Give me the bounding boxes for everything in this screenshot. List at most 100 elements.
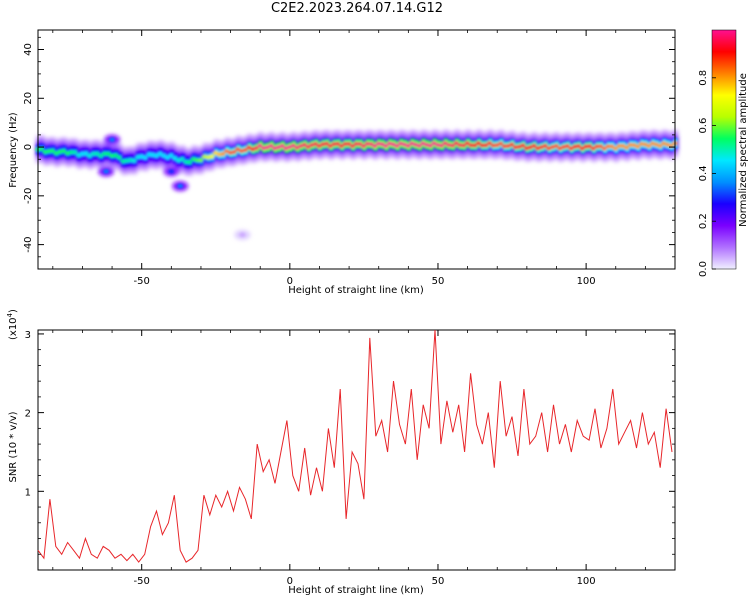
spectrogram-peak-cell [553,143,560,148]
spectrogram-peak-cell [438,143,445,148]
spectrogram-x-tick-label: 100 [577,276,596,287]
spectrogram-peak-cell [475,141,482,146]
spectrogram-frame [37,29,676,270]
spectrogram-peak-cell [598,144,604,149]
snr-y-tick-label: 3 [25,330,31,341]
spectrogram-peak-cell [520,143,526,148]
spectrogram-peak-cell [72,150,78,155]
spectrogram-peak-cell [209,154,215,159]
spectrogram-y-tick-label: 20 [23,92,34,105]
spectrogram-x-tick-label: -50 [134,276,150,287]
spectrogram-peak-cell [198,158,204,163]
spectrogram-peak-cell [172,156,178,161]
spectrogram-feature-core [109,137,116,142]
spectrogram-peak-cell [394,143,401,148]
snr-multiplier-exponent: 4 [6,312,14,317]
spectrogram-peak-cell [312,141,319,146]
spectrogram-peak-cell [116,155,123,160]
snr-panel: -50 0 50 100 1 2 3 Height of straight line (k… [6,309,676,596]
spectrogram-peak-cell [405,143,412,148]
colorbar-tick-label: 0.6 [698,118,709,134]
spectrogram-peak-cell [487,141,493,146]
snr-y-tick-label: 2 [25,409,31,420]
spectrogram-peak-cell [279,143,286,148]
spectrogram-y-tick-label: -40 [23,236,34,252]
spectrogram-peak-cell [509,142,515,147]
spectrogram-peak-cell [131,158,138,163]
spectrogram-x-tick-label: 0 [287,276,293,287]
snr-multiplier-base: (x10 [8,317,19,340]
spectrogram-peak-cell [349,144,356,149]
spectrogram-peak-cell [257,143,264,148]
spectrogram-peak-cell [83,151,89,156]
colorbar-frame [711,29,737,270]
spectrogram-peak-cell [657,143,663,148]
spectrogram-peak-cell [168,153,175,158]
spectrogram-peak-cell [531,143,538,148]
spectrogram-peak-cell [461,143,467,148]
snr-x-axis: -50 0 50 100 [52,330,676,587]
spectrogram-peak-cell [142,155,149,160]
spectrogram-peak-cell [646,143,652,148]
spectrogram-peak-cell [335,141,341,146]
spectrogram-feature-core [168,169,175,174]
spectrogram-core [35,137,678,238]
spectrogram-peak-cell [564,143,571,148]
spectrogram-peak-cell [187,160,193,165]
spectrogram-peak-cell [231,149,238,154]
spectrogram-peak-cell [290,143,297,148]
spectrogram-y-tick-label: -20 [23,188,34,204]
spectrogram-x-label: Height of straight line (km) [288,285,424,296]
spectrogram-peak-cell [61,148,67,153]
spectrogram-peak-cell [449,143,456,148]
snr-y-axis: 1 2 3 [25,330,675,555]
snr-x-tick-label: 100 [577,576,596,587]
spectrogram-feature-core [103,169,110,174]
page-title: C2E2.2023.264.07.14.G12 [270,1,444,16]
snr-y-multiplier: (x104) [6,309,19,340]
colorbar-tick-label: 0.2 [698,213,709,229]
spectrogram-peak-cell [472,143,478,148]
spectrogram-peak-cell [427,143,434,148]
spectrogram-feature-core [239,232,246,238]
spectrogram-peak-cell [542,143,549,148]
colorbar-label: Normalized spectral amplitude [738,73,749,227]
spectrogram-y-axis: -40 -20 0 20 40 [23,36,675,270]
spectrogram-peak-cell [575,144,582,149]
snr-multiplier-close: ) [8,309,19,313]
snr-y-label: SNR (10 * v/v) [8,411,19,482]
colorbar-ticks: 0.0 0.2 0.4 0.6 0.8 [698,70,716,277]
spectrogram-peak-cell [301,142,308,147]
spectrogram-peak-cell [324,141,330,146]
spectrogram-peak-cell [268,143,275,148]
spectrogram-peak-cell [601,146,608,151]
spectrogram-peak-cell [98,153,104,158]
spectrogram-peak-cell [112,153,119,158]
spectrogram-peak-cell [50,148,56,153]
snr-x-tick-label: 0 [287,576,293,587]
spectrogram-peak-cell [635,144,641,149]
snr-x-label: Height of straight line (km) [288,585,424,596]
spectrogram-peak-cell [242,148,249,153]
spectrogram-peak-cell [253,146,260,151]
colorbar-tick-label: 0.4 [698,165,709,181]
spectrogram-peak-cell [220,151,226,156]
snr-series-line [37,329,673,563]
spectrogram-y-label: Frequency (Hz) [8,112,19,188]
colorbar-gradient [712,30,736,269]
snr-frame [37,329,676,571]
spectrogram-peak-cell [372,144,378,149]
spectrogram-x-axis: -50 0 50 100 [52,30,676,287]
spectrogram-peak-cell [624,145,630,150]
spectrogram-peak-cell [361,144,367,149]
spectrogram-peak-cell [38,146,45,151]
spectrogram-peak-cell [179,157,186,162]
snr-x-tick-label: -50 [134,576,150,587]
spectrogram-y-tick-label: 0 [23,144,34,150]
spectrogram-peak-cell [612,146,619,151]
svg-text:(x104): (x104) [6,309,19,340]
colorbar: 0.0 0.2 0.4 0.6 0.8 Normalized spectral ampl… [698,29,749,277]
snr-y-tick-label: 1 [25,487,31,498]
spectrogram-peak-cell [498,141,504,146]
